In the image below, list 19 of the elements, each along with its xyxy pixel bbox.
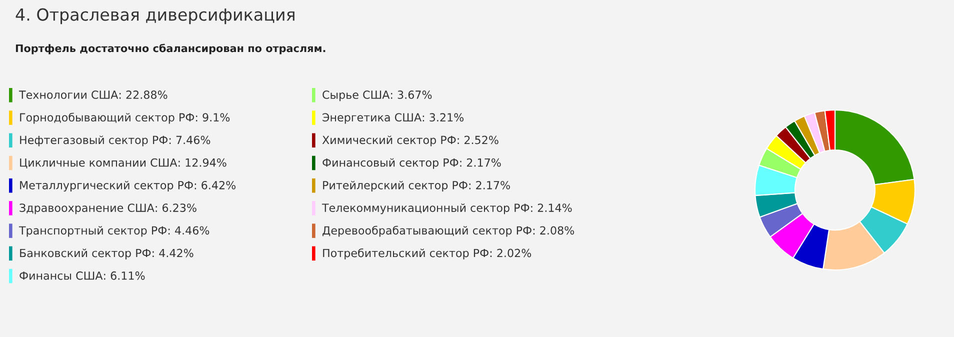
legend-label: Технологии США: 22.88%: [18, 90, 168, 99]
legend-label: Финансовый сектор РФ: 2.17%: [322, 158, 501, 169]
legend-label: Телекоммуникационный сектор РФ: 2.14%: [322, 203, 572, 214]
legend-label: Ритейлерский сектор РФ: 2.17%: [323, 180, 510, 192]
legend-label: Транспортный сектор РФ: 4.46%: [18, 226, 210, 237]
legend-label: Химический сектор РФ: 2.52%: [322, 136, 498, 146]
legend-label: Металлургический сектор РФ: 6.42%: [20, 180, 236, 192]
legend-label: Энергетика США: 3.21%: [322, 113, 464, 124]
chart-title: 4. Отраслевая диверсификация: [16, 8, 294, 24]
legend-label: Здравоохранение США: 6.23%: [20, 204, 196, 214]
legend-label: Финансы США: 6.11%: [20, 271, 145, 280]
legend-label: Горнодобывающий сектор РФ: 9.1%: [20, 112, 230, 124]
legend-label: Банковский сектор РФ: 4.42%: [20, 248, 194, 260]
legend-label: Деревообрабатывающий сектор РФ: 2.08%: [322, 226, 574, 237]
legend-label: Сырье США: 3.67%: [322, 90, 432, 102]
legend-label: Нефтегазовый сектор РФ: 7.46%: [20, 136, 210, 146]
chart-subtitle: Портфель достаточно сбалансирован по отраслям.: [16, 44, 326, 54]
legend-label: Цикличные компании США: 12.94%: [20, 158, 226, 168]
legend-label: Потребительский сектор РФ: 2.02%: [323, 248, 532, 260]
